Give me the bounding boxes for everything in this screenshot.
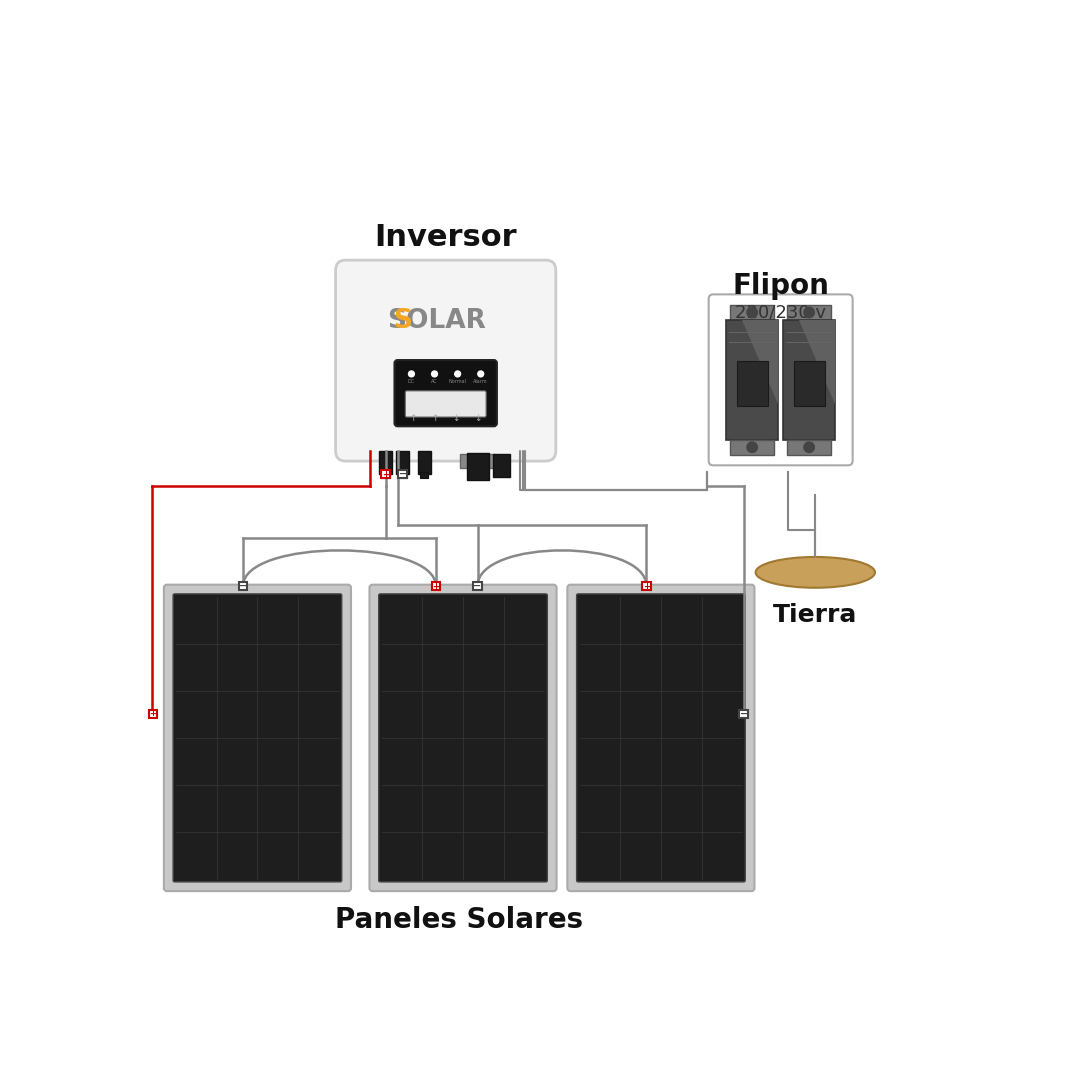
Bar [239,582,247,591]
Bar [787,440,832,455]
Circle shape [432,372,437,377]
Text: +: + [432,582,440,591]
Bar [740,710,748,718]
Bar [460,455,495,468]
Text: ↑: ↑ [409,414,417,422]
FancyBboxPatch shape [173,594,341,882]
FancyBboxPatch shape [577,594,745,882]
Bar [420,472,429,478]
Bar [726,320,779,440]
Bar [149,710,158,718]
Text: +: + [150,710,157,718]
Text: −: − [239,581,247,591]
Text: −: − [740,708,747,719]
Text: SOLAR: SOLAR [387,308,486,334]
Bar [379,451,392,474]
Bar [473,582,482,591]
FancyBboxPatch shape [164,584,351,891]
Text: DC: DC [408,379,415,384]
Ellipse shape [756,557,875,588]
Bar [643,582,650,591]
Text: AC: AC [431,379,437,384]
Bar [730,305,774,320]
Bar [399,472,407,478]
Circle shape [747,442,757,453]
Text: 220/230 v: 220/230 v [735,303,826,321]
Text: Normal: Normal [448,379,467,384]
FancyBboxPatch shape [379,594,548,882]
Bar [783,320,835,440]
Bar [381,470,390,478]
Text: ↑: ↑ [431,414,438,422]
Circle shape [455,372,460,377]
FancyBboxPatch shape [567,584,755,891]
Text: ↓: ↓ [474,414,482,422]
Text: Flipon: Flipon [732,272,829,300]
Polygon shape [799,320,835,404]
Text: S: S [393,308,413,334]
FancyBboxPatch shape [405,391,486,417]
Bar [399,470,407,478]
Text: −: − [473,581,482,591]
Text: ↓: ↓ [453,414,460,422]
FancyBboxPatch shape [394,360,497,427]
Text: Paneles Solares: Paneles Solares [335,906,583,934]
Bar [787,305,832,320]
Text: +: + [382,470,389,478]
Text: Alarm: Alarm [473,379,488,384]
Polygon shape [742,320,779,404]
Bar [396,451,409,474]
Bar [381,472,390,478]
Bar [468,454,489,481]
Bar [418,451,431,474]
Circle shape [408,372,415,377]
Text: +: + [643,582,650,591]
FancyBboxPatch shape [336,260,556,461]
Circle shape [747,307,757,318]
Text: Inversor: Inversor [375,224,517,253]
Bar [730,440,774,455]
FancyBboxPatch shape [369,584,556,891]
Bar [794,361,824,406]
Text: Tierra: Tierra [773,603,858,626]
Circle shape [804,442,814,453]
Circle shape [804,307,814,318]
Bar [737,361,768,406]
Bar [494,455,511,477]
Bar [432,582,441,591]
Circle shape [477,372,484,377]
Text: −: − [399,469,407,480]
FancyBboxPatch shape [708,295,852,465]
